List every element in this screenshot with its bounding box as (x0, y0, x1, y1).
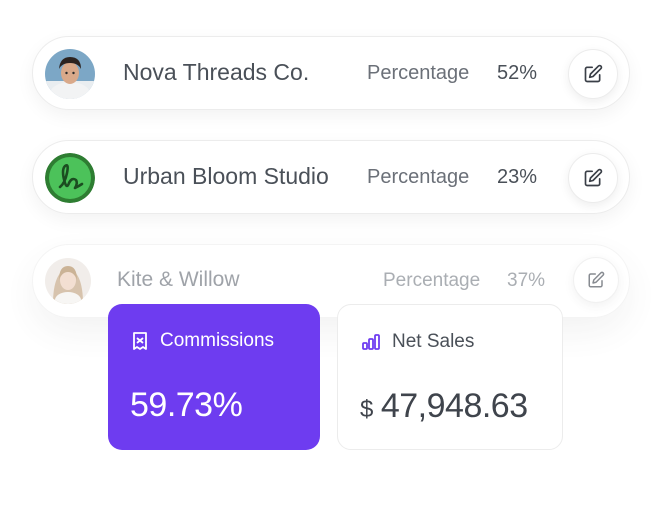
net-sales-title: Net Sales (392, 331, 475, 352)
avatar (45, 258, 91, 304)
edit-icon (588, 271, 605, 288)
company-name: Nova Threads Co. (123, 59, 310, 85)
net-sales-amount: $ 47,948.63 (360, 387, 528, 426)
edit-button[interactable] (568, 153, 618, 203)
list-item-urban-bloom[interactable]: Urban Bloom Studio Percentage 23% (32, 140, 630, 214)
edit-icon (584, 168, 603, 187)
edit-button[interactable] (573, 257, 619, 303)
net-sales-card[interactable]: Net Sales $ 47,948.63 (337, 304, 563, 450)
commissions-title: Commissions (160, 330, 275, 351)
receipt-icon (133, 332, 147, 350)
commissions-header: Commissions (132, 330, 274, 352)
edit-button[interactable] (568, 49, 618, 99)
percentage-label: Percentage (367, 62, 470, 84)
percentage-value: 52% (497, 62, 538, 84)
percentage-value: 23% (497, 166, 538, 188)
edit-icon (584, 64, 603, 83)
list-item-nova-threads[interactable]: Nova Threads Co. Percentage 52% (32, 36, 630, 110)
percentage-value: 37% (507, 270, 546, 291)
net-sales-value: 47,948.63 (380, 387, 528, 425)
percentage-label: Percentage (383, 270, 481, 291)
net-sales-header: Net Sales (362, 331, 474, 353)
currency-symbol: $ (360, 396, 373, 423)
company-name: Urban Bloom Studio (123, 163, 329, 189)
bar-chart-icon (362, 334, 380, 350)
urban-bloom-logo-icon (45, 153, 95, 203)
avatar (45, 153, 95, 203)
commissions-value: 59.73% (130, 386, 243, 424)
company-name: Kite & Willow (117, 268, 240, 291)
commissions-card[interactable]: Commissions 59.73% (108, 304, 320, 450)
percentage-label: Percentage (367, 166, 470, 188)
avatar (45, 49, 95, 99)
